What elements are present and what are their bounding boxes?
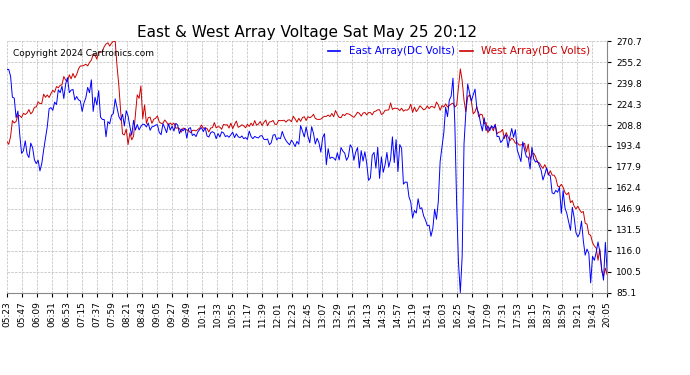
Legend: East Array(DC Volts), West Array(DC Volts): East Array(DC Volts), West Array(DC Volt… (328, 46, 590, 57)
Text: Copyright 2024 Cartronics.com: Copyright 2024 Cartronics.com (13, 49, 154, 58)
Title: East & West Array Voltage Sat May 25 20:12: East & West Array Voltage Sat May 25 20:… (137, 25, 477, 40)
